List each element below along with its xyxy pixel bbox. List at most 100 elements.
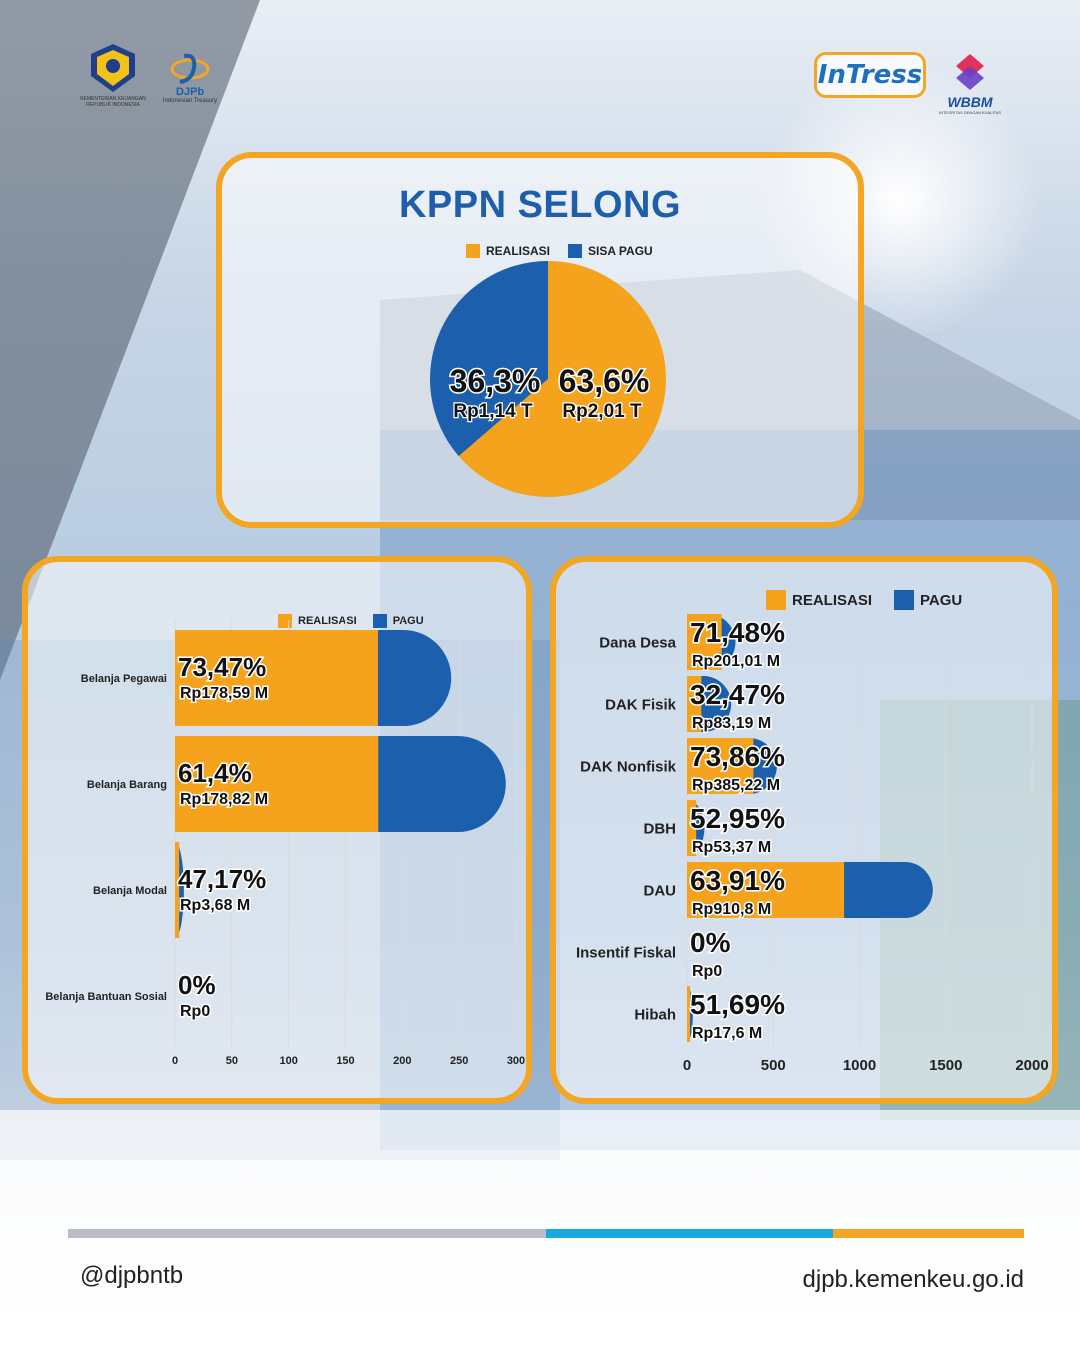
data-label-percent: 0% xyxy=(178,970,216,1000)
data-label-amount: Rp385,22 M xyxy=(692,777,780,794)
header-logos-left: KEMENTERIAN KEUANGAN REPUBLIK INDONESIA … xyxy=(80,42,220,108)
djpb-mark-icon xyxy=(170,53,210,84)
data-label-amount: Rp0 xyxy=(692,963,722,980)
category-label: Hibah xyxy=(634,1006,676,1023)
category-label: Insentif Fiskal xyxy=(576,944,676,961)
legend-label-realisasi: REALISASI xyxy=(486,244,551,258)
belanja-bar-chart: 0 50 100 150 200 250 300 Belanja Pegawai 73,47% R… xyxy=(45,620,525,1067)
x-tick-label: 50 xyxy=(226,1055,238,1067)
header-logos-right: InTress WBBM INTEGRITAS DENGAN KUALITAS xyxy=(814,52,1002,115)
transfer-legend: REALISASI PAGU xyxy=(766,590,962,610)
footer-color-bar xyxy=(68,1229,1024,1238)
data-label-percent: 32,47% xyxy=(690,679,785,710)
legend-label-realisasi: REALISASI xyxy=(792,591,873,609)
x-tick-label: 150 xyxy=(336,1055,354,1067)
pie-legend: REALISASI SISA PAGU xyxy=(466,244,653,258)
legend-label-pagu: PAGU xyxy=(920,591,963,609)
chart-title: KPPN SELONG xyxy=(398,184,682,226)
data-label-percent: 51,69% xyxy=(690,989,785,1020)
data-label-amount: Rp53,37 M xyxy=(692,839,771,856)
data-label-percent: 73,86% xyxy=(690,741,785,772)
x-tick-label: 2000 xyxy=(1015,1057,1048,1074)
data-label-amount: Rp17,6 M xyxy=(692,1025,762,1042)
kemenkeu-logo: KEMENTERIAN KEUANGAN REPUBLIK INDONESIA xyxy=(80,42,146,108)
category-label: Belanja Pegawai xyxy=(81,673,167,685)
belanja-panel: REALISASI PAGU 0 50 100 150 200 250 300 Belanja… xyxy=(22,556,532,1104)
social-handle: @djpbntb xyxy=(80,1262,184,1289)
transfer-panel: REALISASI PAGU 0 500 1000 1500 2000 Dana Desa… xyxy=(550,556,1058,1104)
bar-realisasi xyxy=(687,614,722,670)
wbbm-mark-icon xyxy=(956,54,984,90)
data-label-amount: Rp0 xyxy=(180,1003,210,1020)
footer-bar-segment xyxy=(68,1229,546,1238)
footer-bar-segment xyxy=(832,1229,1024,1238)
data-label-percent: 61,4% xyxy=(178,758,252,788)
wbbm-subtitle: INTEGRITAS DENGAN KUALITAS xyxy=(938,110,1002,115)
legend-swatch-pagu xyxy=(372,614,387,628)
wbbm-name: WBBM xyxy=(947,94,993,110)
x-tick-label: 250 xyxy=(450,1055,468,1067)
legend-swatch-sisa-pagu xyxy=(568,244,583,258)
x-tick-label: 1000 xyxy=(843,1057,876,1074)
data-label-amount: Rp83,19 M xyxy=(692,715,771,732)
pie-label-sisa-pagu-amount: Rp1,14 T xyxy=(453,401,533,422)
bar-realisasi xyxy=(175,842,180,938)
djpb-name: DJPb xyxy=(175,86,205,98)
legend-swatch-realisasi xyxy=(766,590,786,610)
category-label: DAK Nonfisik xyxy=(580,758,676,775)
category-label: Belanja Bantuan Sosial xyxy=(45,991,167,1003)
bar-realisasi xyxy=(175,736,379,832)
legend-swatch-realisasi xyxy=(466,244,480,258)
bar-realisasi xyxy=(175,630,378,726)
wbbm-logo: WBBM INTEGRITAS DENGAN KUALITAS xyxy=(938,52,1002,115)
kppn-summary-panel: KPPN SELONG REALISASI SISA PAGU 63,6% Rp2… xyxy=(216,152,864,528)
transfer-bar-chart: 0 500 1000 1500 2000 Dana Desa 71,48% Rp201,01 … xyxy=(576,614,1049,1074)
x-tick-label: 500 xyxy=(761,1057,786,1074)
category-label: DAK Fisik xyxy=(605,696,677,713)
pie-slice-realisasi xyxy=(458,261,666,497)
category-label: DBH xyxy=(644,820,677,837)
legend-label-realisasi: REALISASI xyxy=(298,615,357,627)
data-label-amount: Rp3,68 M xyxy=(180,897,250,914)
data-label-percent: 71,48% xyxy=(690,617,785,648)
footer-bar-segment xyxy=(546,1229,833,1238)
category-label: Belanja Modal xyxy=(93,885,167,897)
legend-swatch-pagu xyxy=(894,590,915,610)
pie-label-sisa-pagu-percent: 36,3% xyxy=(450,363,541,399)
data-label-percent: 52,95% xyxy=(690,803,785,834)
category-label: Belanja Barang xyxy=(87,779,167,791)
bar-realisasi xyxy=(687,676,702,732)
legend-label-sisa-pagu: SISA PAGU xyxy=(588,244,653,258)
pie-chart: 63,6%Rp2,01 T 36,3%Rp1,14 T xyxy=(430,261,666,497)
intress-logo: InTress xyxy=(814,52,926,98)
data-label-amount: Rp910,8 M xyxy=(692,901,771,918)
data-label-percent: 47,17% xyxy=(178,864,266,894)
x-tick-label: 0 xyxy=(172,1055,178,1067)
djpb-subtitle: Indonesian Treasury xyxy=(162,98,218,104)
x-tick-label: 300 xyxy=(507,1055,525,1067)
kemenkeu-text: KEMENTERIAN KEUANGAN REPUBLIK INDONESIA xyxy=(80,96,146,108)
data-label-percent: 73,47% xyxy=(178,652,266,682)
bar-realisasi xyxy=(687,800,697,856)
data-label-amount: Rp178,59 M xyxy=(180,685,268,702)
kemenkeu-emblem-icon xyxy=(91,44,135,92)
pie-slice-sisa-pagu xyxy=(430,261,548,457)
data-label-amount: Rp201,01 M xyxy=(692,653,780,670)
data-label-percent: 63,91% xyxy=(690,865,785,896)
category-label: DAU xyxy=(644,882,677,899)
bar-realisasi xyxy=(687,862,845,918)
x-tick-label: 100 xyxy=(279,1055,297,1067)
bar-realisasi xyxy=(687,986,691,1042)
djpb-logo: DJPb Indonesian Treasury xyxy=(160,52,220,104)
data-label-percent: 0% xyxy=(690,927,731,958)
data-label-amount: Rp178,82 M xyxy=(180,791,268,808)
x-tick-label: 200 xyxy=(393,1055,411,1067)
x-tick-label: 0 xyxy=(683,1057,691,1074)
belanja-legend: REALISASI PAGU xyxy=(278,614,424,628)
website-link[interactable]: djpb.kemenkeu.go.id xyxy=(802,1266,1024,1293)
legend-label-pagu: PAGU xyxy=(392,615,424,627)
bar-realisasi xyxy=(687,738,754,794)
pie-label-realisasi-percent: 63,6% xyxy=(559,363,650,399)
category-label: Dana Desa xyxy=(599,634,676,651)
x-tick-label: 1500 xyxy=(929,1057,962,1074)
